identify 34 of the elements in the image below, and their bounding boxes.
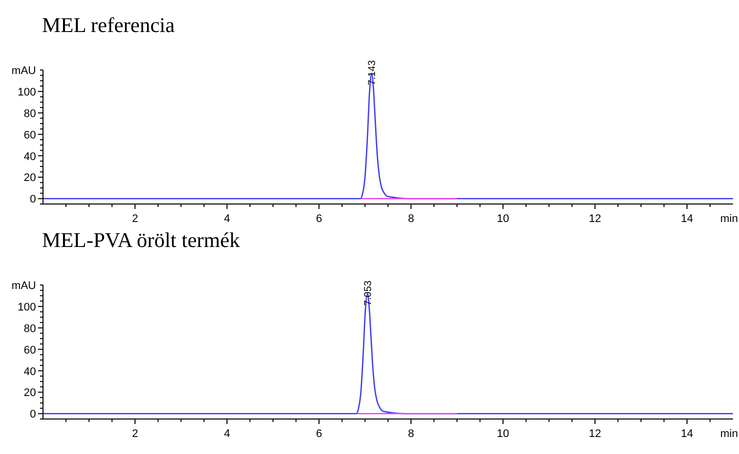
y-tick-label: 100 (18, 301, 36, 314)
y-tick-label: 0 (30, 408, 36, 421)
x-tick-label: 2 (132, 428, 138, 440)
x-tick-label: 10 (496, 213, 510, 225)
y-tick-label: 40 (24, 150, 36, 163)
y-tick-label: 20 (24, 172, 36, 184)
x-tick-label: 2 (132, 213, 138, 225)
y-axis-title: mAU (12, 65, 36, 77)
x-tick-label: 8 (408, 428, 414, 440)
chart-title: MEL referencia (42, 13, 176, 37)
x-tick-label: 4 (224, 428, 230, 440)
y-axis-title: mAU (12, 280, 36, 292)
x-axis-title: min (720, 428, 738, 440)
y-tick-label: 60 (24, 129, 36, 142)
x-tick-label: 6 (316, 213, 322, 225)
y-tick-label: 80 (24, 322, 36, 335)
x-tick-label: 4 (224, 213, 230, 225)
x-tick-label: 14 (680, 213, 694, 225)
chart-title: MEL-PVA örölt termék (42, 228, 240, 252)
y-tick-label: 20 (24, 387, 36, 400)
x-tick-label: 12 (588, 428, 602, 440)
annotation: 7.143 (367, 60, 378, 86)
y-tick-label: 60 (24, 344, 36, 356)
annotation: 7.053 (362, 280, 374, 306)
y-tick-label: 80 (24, 108, 36, 120)
y-tick-label: 100 (18, 86, 36, 98)
x-tick-label: 10 (496, 428, 510, 440)
y-tick-label: 40 (24, 366, 36, 378)
y-tick-label: 0 (30, 194, 36, 206)
x-tick-label: 6 (316, 428, 322, 440)
x-axis-title: min (720, 213, 738, 225)
x-tick-label: 8 (408, 213, 414, 225)
x-tick-label: 14 (680, 428, 694, 440)
x-tick-label: 12 (588, 213, 602, 225)
